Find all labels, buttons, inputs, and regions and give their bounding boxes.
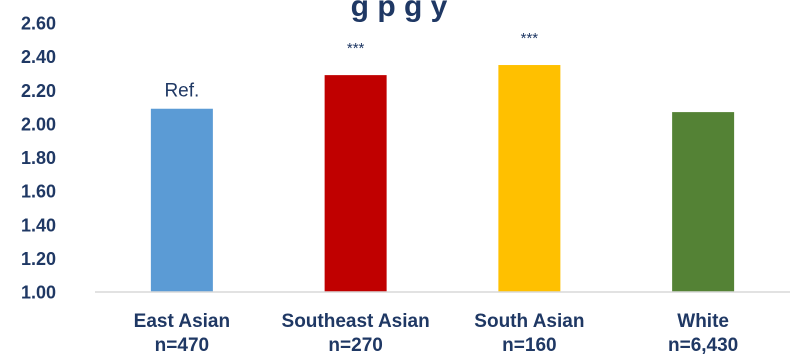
- y-tick-label: 2.40: [21, 47, 56, 67]
- category-label: White: [677, 311, 729, 332]
- category-label: South Asian: [474, 311, 584, 332]
- bar: [672, 112, 735, 292]
- bars-group: [150, 65, 735, 293]
- y-tick-label: 2.20: [21, 81, 56, 101]
- y-axis-ticks: 1.00 1.20 1.40 1.60 1.80 2.00 2.20 2.40 2.60: [21, 14, 56, 303]
- y-tick-label: 1.80: [21, 148, 56, 168]
- bar: [324, 75, 387, 293]
- y-tick-label: 1.40: [21, 215, 56, 235]
- chart-title: g p g y: [351, 0, 448, 23]
- bar-annotation: ***: [521, 30, 539, 47]
- category-count-label: n=160: [502, 335, 556, 354]
- category-label: Southeast Asian: [282, 311, 430, 332]
- bar: [150, 108, 213, 293]
- bar-annotation: ***: [347, 40, 365, 57]
- category-label: East Asian: [134, 311, 230, 332]
- category-count-label: n=6,430: [668, 335, 738, 354]
- category-count-label: n=470: [155, 335, 209, 354]
- y-tick-label: 1.60: [21, 182, 56, 202]
- y-tick-label: 1.00: [21, 283, 56, 303]
- x-axis-labels: East Asian n=470 Southeast Asian n=270 South…: [134, 311, 739, 354]
- y-tick-label: 2.00: [21, 114, 56, 134]
- bar-annotations: Ref. *** ***: [164, 30, 538, 102]
- bar: [498, 65, 561, 292]
- y-tick-label: 1.20: [21, 249, 56, 269]
- bar-annotation: Ref.: [164, 81, 199, 102]
- category-count-label: n=270: [328, 335, 382, 354]
- y-tick-label: 2.60: [21, 14, 56, 34]
